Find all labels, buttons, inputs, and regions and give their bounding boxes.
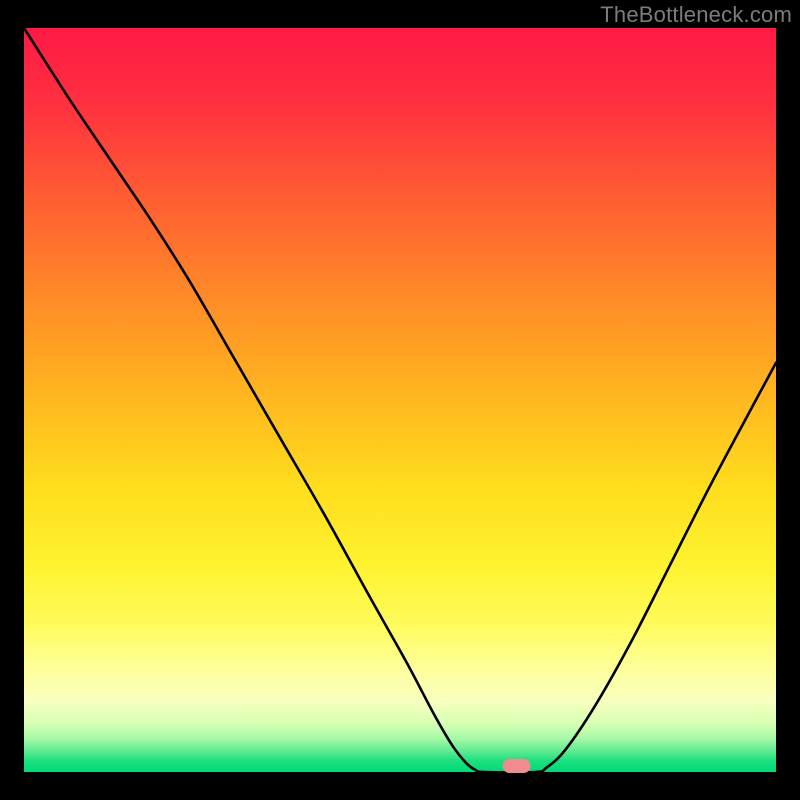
bottleneck-chart (0, 0, 800, 800)
watermark-text: TheBottleneck.com (600, 2, 792, 28)
chart-stage: TheBottleneck.com (0, 0, 800, 800)
optimal-point-marker (503, 759, 531, 773)
